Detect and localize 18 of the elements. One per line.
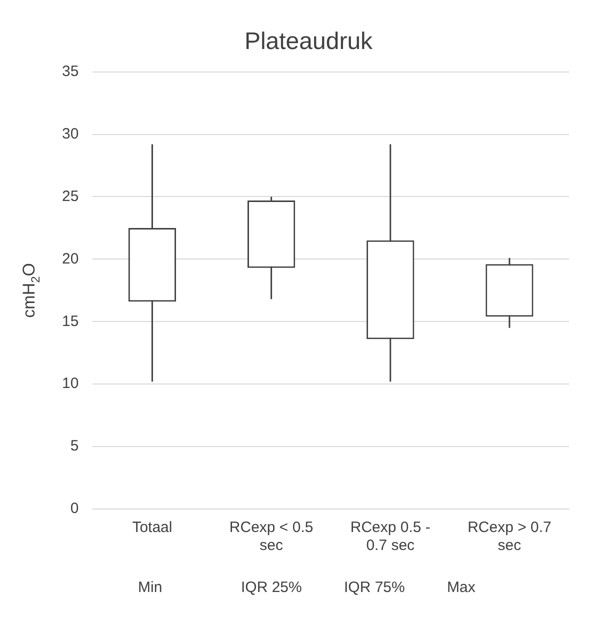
x-tick-label: RCexp > 0.7 sec <box>468 519 552 554</box>
y-tick-label: 10 <box>62 375 79 392</box>
x-tick-label: RCexp < 0.5 sec <box>229 519 314 554</box>
y-tick-label: 5 <box>70 438 79 455</box>
y-axis-title: cmH2O <box>20 262 42 318</box>
y-tick-label: 15 <box>62 312 79 330</box>
y-tick-label: 35 <box>62 62 79 80</box>
text: IQR 25% <box>241 579 302 596</box>
y-tick-label: 30 <box>62 125 79 142</box>
text: IQR 75% <box>344 579 405 596</box>
y-tick-label: 20 <box>62 250 79 268</box>
y-tick-label: 25 <box>62 188 79 205</box>
text: Min <box>138 579 162 596</box>
chart-title: Plateaudruk <box>244 28 374 56</box>
text: Max <box>447 579 476 596</box>
y-tick-label: 0 <box>70 500 79 518</box>
x-tick-label: RCexp 0.5 - 0.7 sec <box>350 519 430 554</box>
x-tick-label: Totaal <box>132 519 172 536</box>
